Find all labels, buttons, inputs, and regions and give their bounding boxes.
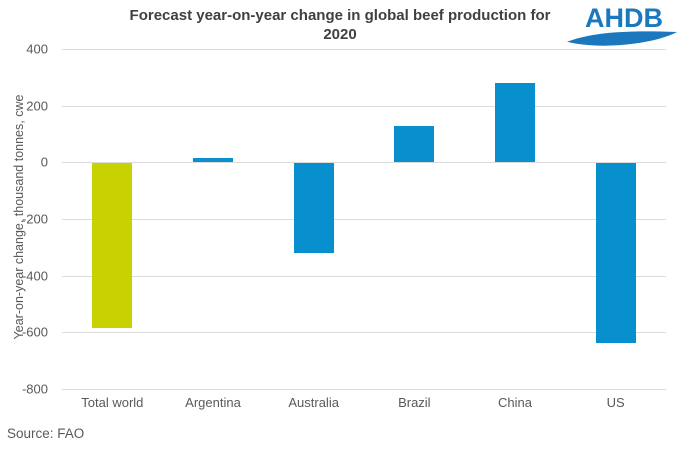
- gridline: [62, 219, 666, 220]
- x-axis-label-total-world: Total world: [81, 395, 144, 410]
- bar-brazil: [394, 125, 435, 163]
- x-axis-label-australia: Australia: [288, 395, 339, 410]
- plot-area: [62, 49, 666, 390]
- y-tick-label: -800: [21, 381, 48, 397]
- source-note: Source: FAO: [7, 426, 85, 441]
- y-tick-label: -200: [21, 211, 48, 227]
- gridline: [62, 105, 666, 107]
- bar-us: [595, 163, 636, 344]
- y-tick-label: -600: [21, 324, 48, 340]
- y-tick-label: -400: [21, 268, 48, 284]
- bar-total-world: [92, 163, 133, 328]
- gridline: [62, 389, 666, 390]
- y-tick-label: 400: [26, 41, 48, 57]
- bar-china: [495, 83, 535, 163]
- x-axis-label-china: China: [498, 395, 532, 410]
- bar-argentina: [193, 158, 233, 163]
- ahdb-logo: AHDB: [566, 5, 682, 49]
- bar-australia: [293, 163, 334, 253]
- y-tick-label: 0: [40, 154, 48, 170]
- gridline: [62, 49, 666, 50]
- gridline: [62, 275, 666, 277]
- x-axis-label-brazil: Brazil: [398, 395, 431, 410]
- gridline: [62, 162, 666, 164]
- x-axis-label-us: US: [606, 395, 625, 410]
- x-axis-label-argentina: Argentina: [185, 395, 241, 410]
- gridline: [62, 332, 666, 334]
- x-axis-labels: Total world Argentina Australia Brazil China…: [62, 395, 666, 413]
- ahdb-swoosh-icon: [566, 31, 678, 46]
- y-axis-ticks: 400 200 0 -200 -400 -600 -800: [0, 42, 48, 397]
- chart-title: Forecast year-on-year change in global b…: [129, 7, 551, 44]
- y-tick-label: 200: [26, 98, 48, 114]
- ahdb-logo-text: AHDB: [585, 3, 663, 33]
